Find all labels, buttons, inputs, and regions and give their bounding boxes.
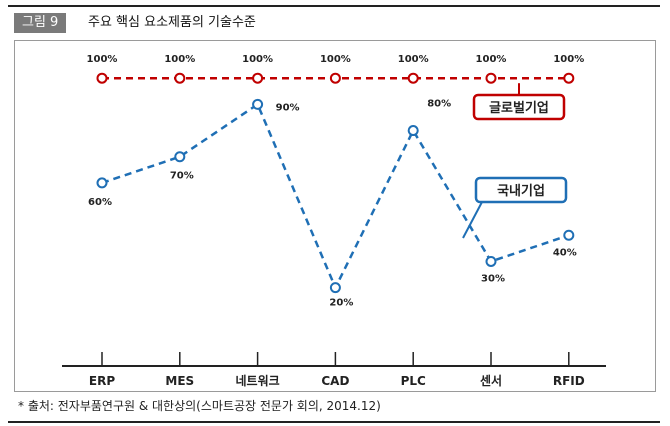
- data-point: [174, 151, 186, 163]
- legend-label: 글로벌기업: [489, 101, 549, 116]
- data-label: 100%: [476, 54, 507, 65]
- data-label: 60%: [88, 197, 112, 208]
- data-point: [485, 72, 497, 84]
- data-label: 40%: [553, 247, 577, 258]
- top-rule: [8, 5, 660, 7]
- source-note: * 출처: 전자부품연구원 & 대한상의(스마트공장 전문가 회의, 2014.…: [18, 399, 381, 413]
- data-point: [96, 177, 108, 189]
- data-label: 70%: [170, 171, 194, 182]
- data-point: [174, 72, 186, 84]
- x-tick-label: ERP: [89, 374, 115, 388]
- data-point: [407, 125, 419, 137]
- legend-connector: [462, 201, 483, 239]
- data-point: [485, 255, 497, 267]
- data-point: [563, 229, 575, 241]
- legend-box: [472, 93, 566, 121]
- chart-frame: [14, 40, 656, 392]
- legend-label: 국내기업: [497, 183, 545, 199]
- data-label: 100%: [87, 54, 118, 65]
- data-label: 100%: [320, 54, 351, 65]
- data-label: 100%: [164, 54, 195, 65]
- legend-box: [474, 176, 568, 204]
- data-point: [563, 72, 575, 84]
- data-point: [329, 282, 341, 294]
- data-point: [407, 72, 419, 84]
- bottom-rule: [8, 421, 660, 423]
- data-label: 100%: [398, 54, 429, 65]
- data-point: [96, 72, 108, 84]
- x-tick-label: PLC: [401, 374, 426, 388]
- figure-badge: 그림 9: [14, 13, 67, 33]
- x-tick-label: 네트워크: [236, 373, 280, 388]
- data-point: [252, 98, 264, 110]
- series-1: 60% 70% 90% 20% 80% 30% 40%: [88, 99, 577, 309]
- data-point: [252, 72, 264, 84]
- data-label: 90%: [276, 102, 300, 113]
- data-label: 30%: [481, 273, 505, 284]
- figure-title: 주요 핵심 요소제품의 기술수준: [88, 15, 256, 30]
- x-tick-label: MES: [165, 374, 194, 388]
- data-point: [329, 72, 341, 84]
- data-label: 100%: [553, 54, 584, 65]
- data-label: 100%: [242, 54, 273, 65]
- x-tick-label: CAD: [321, 374, 349, 388]
- data-label: 20%: [329, 298, 353, 309]
- x-tick-label: 센서: [480, 373, 502, 388]
- series-0: 100% 100% 100% 100% 100% 100% 100%: [87, 54, 584, 84]
- data-label: 80%: [427, 99, 451, 110]
- x-tick-label: RFID: [553, 374, 585, 388]
